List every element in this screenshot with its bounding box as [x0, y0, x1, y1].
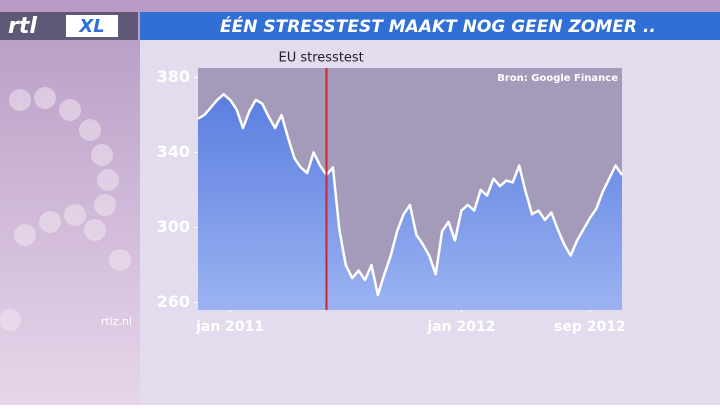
line [197, 93, 624, 297]
y-tick-label: 300 [157, 217, 190, 236]
y-tick-label: 340 [157, 142, 190, 161]
source: Bron: Google Finance [497, 73, 618, 84]
logo-brand: rtl [8, 14, 37, 39]
banner-title: ÉÉN STRESSTEST MAAKT NOG GEEN ZOMER .. [220, 15, 656, 37]
x-tick-label: jan 2012 [426, 319, 495, 335]
x-tick-label: sep 2012 [554, 319, 626, 335]
watermark: rtlz.nl [101, 315, 132, 328]
y-tick-label: 260 [157, 292, 190, 311]
area [198, 94, 622, 310]
decor-dots [0, 87, 131, 331]
logo-product-box [66, 15, 118, 37]
x-tick-label: jan 2011 [195, 319, 264, 335]
y-tick-label: 380 [157, 67, 190, 86]
chart: 260 300 340 380 jan 2011 jan 2012 sep 2012 EU s… [157, 51, 626, 336]
logo-product: XL [78, 16, 104, 37]
annotation-label: EU stresstest [278, 51, 363, 66]
banner [140, 12, 720, 40]
